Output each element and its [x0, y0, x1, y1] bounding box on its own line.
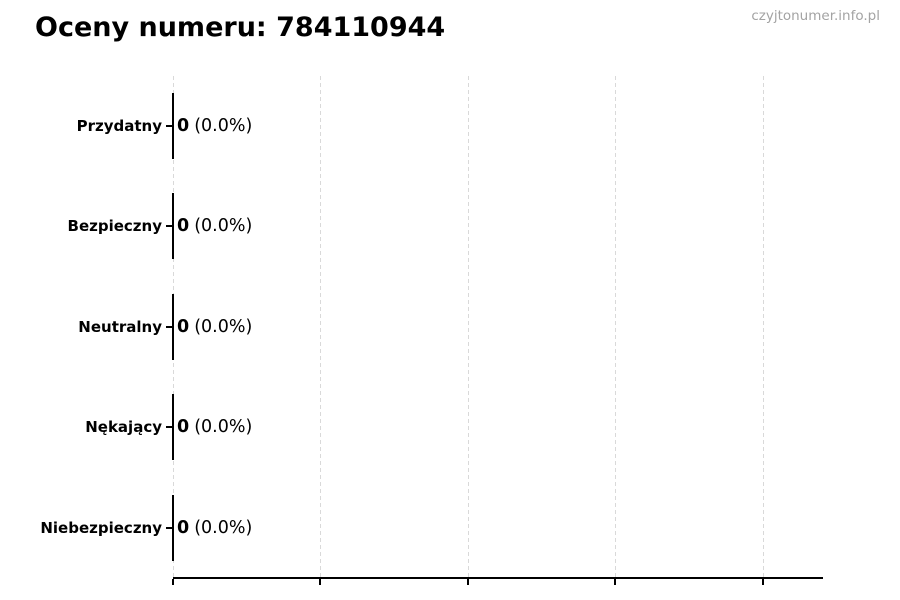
gridline-3	[615, 76, 616, 577]
gridline-4	[763, 76, 764, 577]
gridline-1	[320, 76, 321, 577]
bar-edge-mark	[172, 294, 174, 360]
x-axis-tick-0	[172, 579, 174, 585]
gridline-2	[468, 76, 469, 577]
bar-edge-mark	[172, 93, 174, 159]
category-label: Neutralny	[78, 318, 162, 336]
bar-edge-mark	[172, 193, 174, 259]
bar-row-nekajacy: Nękający 0 (0.0%)	[0, 394, 900, 460]
bar-edge-mark	[172, 495, 174, 561]
value-percent: (0.0%)	[194, 116, 253, 136]
x-axis-line	[173, 577, 823, 579]
value-annotation: 0 (0.0%)	[177, 317, 252, 337]
bar-row-niebezpieczny: Niebezpieczny 0 (0.0%)	[0, 495, 900, 561]
bar-row-bezpieczny: Bezpieczny 0 (0.0%)	[0, 193, 900, 259]
y-axis-tick	[166, 225, 173, 227]
watermark-text: czyjtonumer.info.pl	[751, 8, 880, 24]
category-label: Przydatny	[76, 117, 162, 135]
bar-edge-mark	[172, 394, 174, 460]
category-label: Bezpieczny	[67, 217, 162, 235]
x-axis-tick-1	[319, 579, 321, 585]
value-percent: (0.0%)	[194, 417, 253, 437]
chart-title: Oceny numeru: 784110944	[35, 12, 446, 43]
x-axis-tick-3	[614, 579, 616, 585]
value-annotation: 0 (0.0%)	[177, 417, 252, 437]
category-label: Nękający	[85, 418, 162, 436]
value-count: 0	[177, 518, 190, 538]
bar-row-przydatny: Przydatny 0 (0.0%)	[0, 93, 900, 159]
value-percent: (0.0%)	[194, 518, 253, 538]
y-axis-tick	[166, 326, 173, 328]
bar-row-neutralny: Neutralny 0 (0.0%)	[0, 294, 900, 360]
value-annotation: 0 (0.0%)	[177, 216, 252, 236]
value-percent: (0.0%)	[194, 317, 253, 337]
value-count: 0	[177, 116, 190, 136]
category-label: Niebezpieczny	[40, 519, 162, 537]
x-axis-tick-2	[467, 579, 469, 585]
value-annotation: 0 (0.0%)	[177, 518, 252, 538]
y-axis-tick	[166, 527, 173, 529]
value-percent: (0.0%)	[194, 216, 253, 236]
value-count: 0	[177, 317, 190, 337]
y-axis-tick	[166, 426, 173, 428]
y-axis-tick	[166, 125, 173, 127]
value-count: 0	[177, 417, 190, 437]
x-axis-tick-4	[762, 579, 764, 585]
value-annotation: 0 (0.0%)	[177, 116, 252, 136]
value-count: 0	[177, 216, 190, 236]
